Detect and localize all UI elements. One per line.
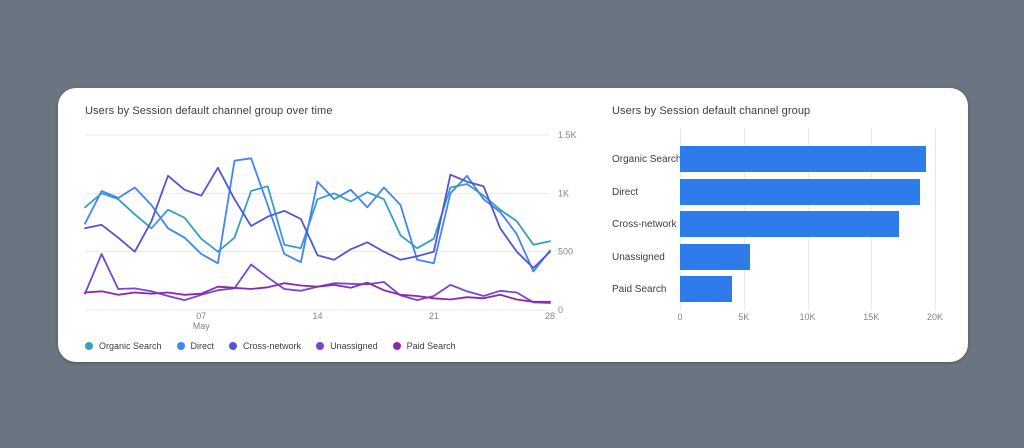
bar-category-label: Organic Search [612,154,682,165]
y-axis-tick-label: 500 [558,247,573,257]
legend-label: Paid Search [406,341,456,351]
line-chart-panel: Users by Session default channel group o… [58,88,610,362]
bar-chart-plot: 0 5K 10K 15K 20K Organic Search Direct Cross-ne… [612,88,968,362]
legend-item-paid-search: Paid Search [392,341,456,351]
bar-category-label: Paid Search [612,284,667,295]
x-axis-month-label: May [193,321,211,331]
legend-swatch [176,342,185,350]
legend-swatch [316,342,325,350]
bar-x-axis-tick-label: 20K [926,312,944,322]
x-axis-tick-label: 14 [312,311,322,321]
bar-x-axis-tick-label: 5K [738,312,750,322]
y-axis-tick-label: 0 [558,305,563,315]
bar-category-label: Direct [612,186,639,198]
x-axis-tick-label: 21 [429,311,439,321]
line-chart-title: Users by Session default channel group o… [85,105,333,117]
y-axis-tick-label: 1K [558,188,569,198]
line-series-unassigned[interactable] [84,253,551,304]
bar-cross-network[interactable] [680,211,900,237]
line-series-paid-search[interactable] [84,281,551,303]
legend-swatch [392,342,401,350]
legend-item-direct: Direct [176,341,215,351]
bar-x-axis-tick-label: 0 [677,312,683,322]
bar-chart-title: Users by Session default channel group [612,105,811,117]
bar-chart-gridline [935,128,936,310]
bar-organic-search[interactable] [680,146,927,172]
bar-category-label: Cross-network [612,219,677,230]
bar-unassigned[interactable] [680,243,751,270]
bar-category-label: Unassigned [612,251,665,263]
bar-x-axis-tick-label: 15K [863,312,880,322]
legend-item-cross-network: Cross-network [229,341,301,351]
x-axis-tick-label: 07 [196,311,206,321]
y-axis-tick-label: 1.5K [558,130,577,140]
bar-paid-search[interactable] [680,276,733,302]
legend-swatch [85,342,93,350]
legend-label: Unassigned [330,341,378,351]
line-series-organic-search[interactable] [84,183,551,253]
legend-item-organic-search: Organic Search [85,341,162,351]
bar-x-axis-tick-label: 10K [799,312,816,322]
legend-label: Cross-network [243,341,302,351]
line-series-cross-network[interactable] [84,166,551,269]
legend-item-unassigned: Unassigned [316,341,378,351]
x-axis-tick-label: 28 [545,311,555,321]
bar-direct[interactable] [680,178,920,205]
line-chart-legend: Organic Search Direct Cross-network Unassig… [85,341,456,351]
dashboard-card: Users by Session default channel group o… [58,88,968,362]
legend-label: Organic Search [99,341,162,351]
legend-label: Direct [190,341,215,351]
bar-chart-panel: Users by Session default channel group 0… [612,88,968,362]
legend-swatch [229,342,238,350]
